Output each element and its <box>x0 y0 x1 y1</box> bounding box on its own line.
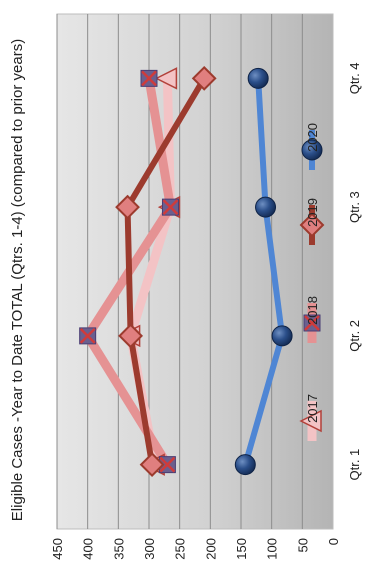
data-point <box>255 196 277 218</box>
value-tick-label: 300 <box>142 538 157 560</box>
value-tick-label: 0 <box>326 538 341 545</box>
value-tick-label: 250 <box>173 538 188 560</box>
legend-label: 2019 <box>305 198 320 227</box>
category-tick-label: Qtr. 2 <box>347 320 362 352</box>
data-point <box>154 67 178 90</box>
value-tick-label: 100 <box>265 538 280 560</box>
chart-title: Eligible Cases -Year to Date TOTAL (Qtrs… <box>9 39 26 521</box>
category-tick-label: Qtr. 3 <box>347 191 362 223</box>
data-point <box>234 454 256 476</box>
data-point <box>299 212 325 238</box>
data-point <box>115 194 140 220</box>
value-tick-label: 50 <box>295 538 310 552</box>
data-point-x <box>162 199 179 216</box>
value-tick-label: 350 <box>111 538 126 560</box>
value-tick-label: 150 <box>234 538 249 560</box>
data-point-x <box>304 315 320 331</box>
category-tick-label: Qtr. 1 <box>347 449 362 481</box>
series-line <box>124 75 208 468</box>
data-point <box>301 139 323 161</box>
value-tick-label: 400 <box>81 538 96 560</box>
category-tick-label: Qtr. 4 <box>347 62 362 94</box>
legend-label: 2018 <box>305 296 320 325</box>
legend-label: 2020 <box>305 123 320 152</box>
data-point <box>299 409 322 433</box>
data-point <box>247 67 269 89</box>
data-point-x <box>79 327 96 344</box>
data-point-x <box>159 456 176 473</box>
data-point <box>139 452 165 478</box>
data-point <box>191 65 217 91</box>
value-tick-label: 200 <box>203 538 218 560</box>
series-line <box>242 75 286 468</box>
value-tick-label: 450 <box>50 538 65 560</box>
data-point-x <box>141 70 157 87</box>
data-point <box>118 323 144 349</box>
legend-label: 2017 <box>305 394 320 423</box>
data-point <box>271 325 293 347</box>
plot-area <box>56 13 334 530</box>
